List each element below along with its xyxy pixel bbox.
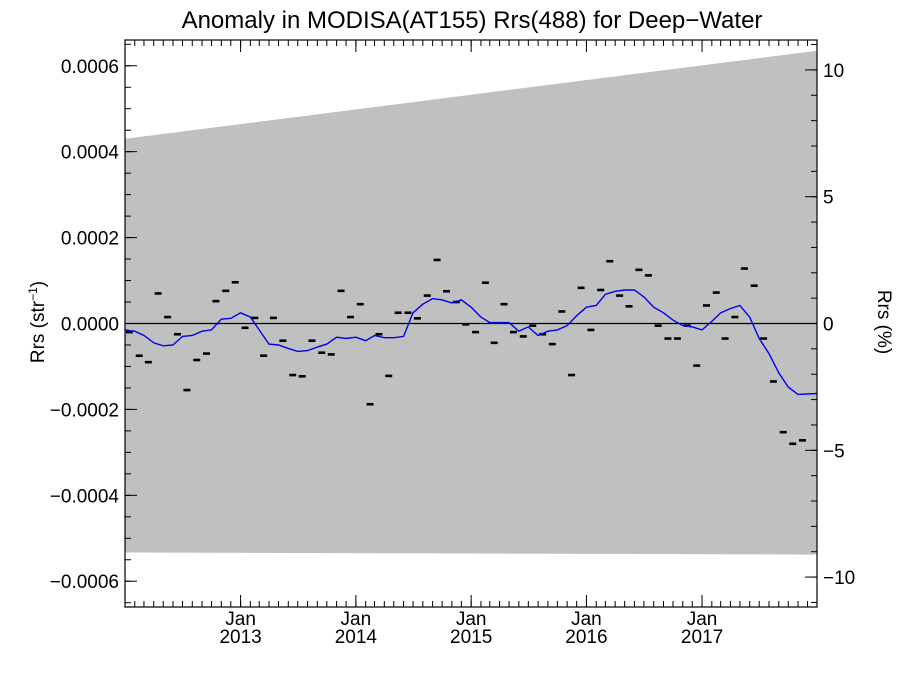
y-right-tick-label: 10 bbox=[823, 61, 844, 82]
y-left-tick-label: 0.0004 bbox=[61, 143, 120, 164]
x-tick-label-year: 2017 bbox=[681, 627, 723, 648]
y-axis-left-label-text: Rrs (str bbox=[28, 300, 49, 363]
y-left-tick-label: 0.0000 bbox=[61, 315, 119, 336]
y-right-tick-label: −5 bbox=[823, 441, 845, 462]
y-left-tick-label: −0.0002 bbox=[50, 400, 119, 421]
x-tick-label-month: Jan bbox=[341, 609, 372, 630]
y-axis-left-label-superscript: −1 bbox=[26, 287, 40, 301]
y-axis-left-label-close: ) bbox=[28, 281, 49, 287]
uncertainty-band bbox=[125, 50, 817, 555]
y-left-tick-label: −0.0004 bbox=[50, 486, 120, 507]
y-left-tick-label: −0.0006 bbox=[50, 572, 119, 593]
y-axis-right-label: Rrs (%) bbox=[873, 290, 894, 354]
y-right-tick-label: −10 bbox=[823, 568, 855, 589]
x-tick-label-month: Jan bbox=[225, 609, 256, 630]
y-left-tick-label: 0.0002 bbox=[61, 229, 119, 250]
x-tick-label-year: 2016 bbox=[565, 627, 607, 648]
y-axis-left-label: Rrs (str−1) bbox=[26, 281, 49, 363]
y-left-tick-label: 0.0006 bbox=[61, 57, 119, 78]
chart-title: Anomaly in MODISA(AT155) Rrs(488) for De… bbox=[182, 7, 763, 34]
plot-area bbox=[124, 50, 818, 555]
x-tick-label-year: 2015 bbox=[450, 627, 492, 648]
x-tick-label-year: 2013 bbox=[219, 627, 261, 648]
x-tick-label-month: Jan bbox=[456, 609, 487, 630]
axes: 0.0006 0.0004 0.0002 0.0000 −0.0002 −0.0004 −0… bbox=[50, 39, 855, 648]
x-tick-label-month: Jan bbox=[571, 609, 602, 630]
y-right-tick-label: 0 bbox=[823, 315, 834, 336]
y-right-tick-label: 5 bbox=[823, 188, 834, 209]
x-tick-label-year: 2014 bbox=[335, 627, 378, 648]
x-tick-label-month: Jan bbox=[687, 609, 718, 630]
smoothed-line bbox=[124, 289, 818, 396]
